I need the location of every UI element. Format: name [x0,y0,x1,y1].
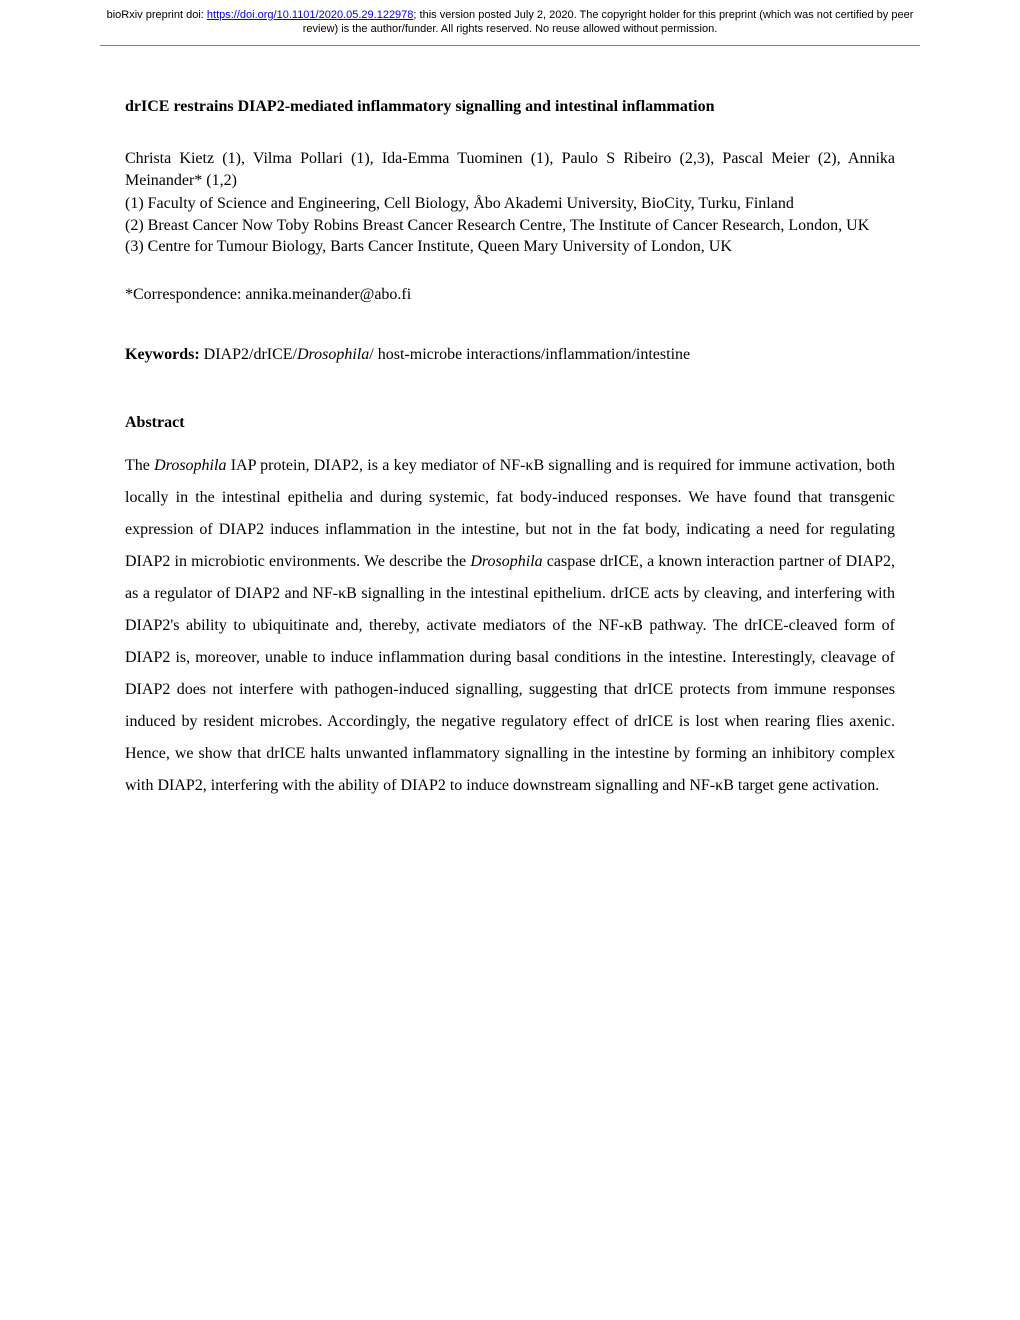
header-prefix: bioRxiv preprint doi: [107,9,207,21]
abstract-pre1: The [125,457,154,474]
page-content: drICE restrains DIAP2-mediated inflammat… [0,46,1020,862]
keywords-pre: DIAP2/drICE/ [204,346,297,363]
paper-title: drICE restrains DIAP2-mediated inflammat… [125,96,895,118]
keywords-italic: Drosophila [297,346,369,363]
affiliation-2: (2) Breast Cancer Now Toby Robins Breast… [125,215,895,237]
preprint-header: bioRxiv preprint doi: https://doi.org/10… [0,0,1020,41]
affiliations: (1) Faculty of Science and Engineering, … [125,193,895,258]
keywords: Keywords: DIAP2/drICE/Drosophila/ host-m… [125,346,895,364]
correspondence: *Correspondence: annika.meinander@abo.fi [125,286,895,304]
abstract-mid2: caspase drICE, a known interaction partn… [125,553,895,794]
abstract-heading: Abstract [125,414,895,432]
keywords-post: / host-microbe interactions/inflammation… [369,346,690,363]
authors-list: Christa Kietz (1), Vilma Pollari (1), Id… [125,148,895,191]
abstract-it1: Drosophila [154,457,226,474]
abstract-it2: Drosophila [470,553,542,570]
keywords-label: Keywords: [125,346,204,363]
affiliation-1: (1) Faculty of Science and Engineering, … [125,193,895,215]
abstract-body: The Drosophila IAP protein, DIAP2, is a … [125,450,895,802]
doi-link[interactable]: https://doi.org/10.1101/2020.05.29.12297… [207,9,414,21]
affiliation-3: (3) Centre for Tumour Biology, Barts Can… [125,236,895,258]
